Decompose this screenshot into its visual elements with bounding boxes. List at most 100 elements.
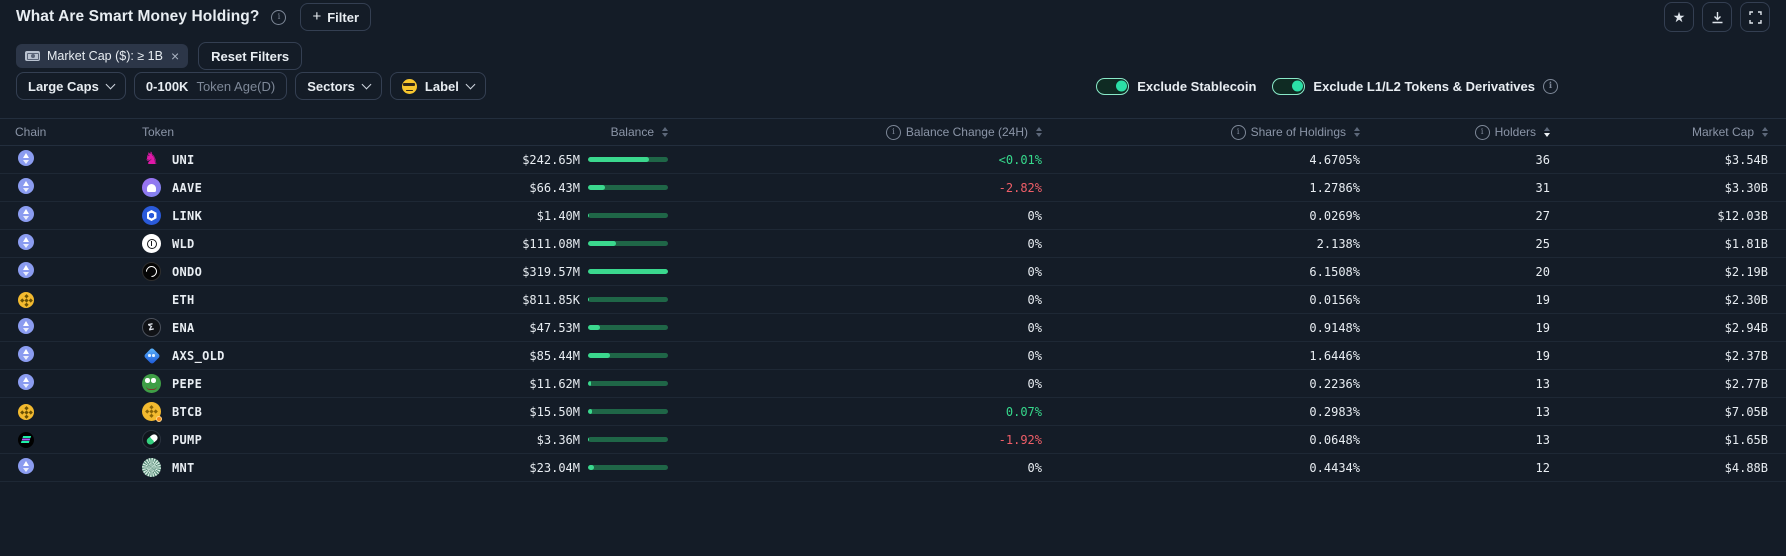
star-icon: ★ [1672,9,1686,25]
ondo-token-icon [142,262,161,281]
table-row[interactable]: WLD $111.08M 0% 2.138% 25 $1.81B [0,230,1786,258]
share-of-holdings-value: 0.4434% [1309,460,1360,475]
holders-value: 25 [1535,236,1550,251]
sort-icon [662,127,668,137]
solana-chain-icon [18,431,34,448]
token-age-value: 0-100K [145,78,189,94]
share-of-holdings-value: 1.6446% [1309,348,1360,363]
column-header-share-of-holdings[interactable]: Share of Holdings [1042,124,1360,140]
table-row[interactable]: ETH $811.85K 0% 0.0156% 19 $2.30B [0,286,1786,314]
holders-value: 27 [1535,208,1550,223]
holders-value: 13 [1535,404,1550,419]
balance-bar [588,241,668,246]
market-cap-segment-dropdown[interactable]: Large Caps [16,72,126,100]
download-button[interactable] [1702,2,1732,32]
holders-value: 12 [1535,460,1550,475]
token-symbol: MNT [172,460,195,475]
balance-bar [588,381,668,386]
market-cap-filter-chip[interactable]: Market Cap ($): ≥ 1B × [16,44,189,68]
balance-value: $811.85K [522,292,580,307]
balance-value: $85.44M [529,348,580,363]
market-cap-value: $7.05B [1724,404,1768,419]
share-of-holdings-value: 0.0269% [1309,208,1360,223]
table-header: Chain Token Balance Balance Change (24H)… [0,118,1786,146]
exclude-l1l2-label: Exclude L1/L2 Tokens & Derivatives [1313,78,1535,94]
filter-button-label: Filter [327,9,360,25]
balance-value: $66.43M [529,180,580,195]
sunglasses-emoji-icon [401,78,417,94]
exclude-stablecoin-toggle[interactable] [1096,77,1130,95]
token-symbol: AAVE [172,180,203,195]
table-row[interactable]: PEPE $11.62M 0% 0.2236% 13 $2.77B [0,370,1786,398]
market-cap-value: $1.65B [1724,432,1768,447]
chevron-down-icon [105,79,116,90]
favorite-button[interactable]: ★ [1664,2,1694,32]
column-header-market-cap[interactable]: Market Cap [1550,125,1768,139]
table-row[interactable]: LINK $1.40M 0% 0.0269% 27 $12.03B [0,202,1786,230]
balance-value: $319.57M [522,264,580,279]
market-cap-value: $2.30B [1724,292,1768,307]
title-info-icon[interactable] [271,9,287,25]
holders-value: 31 [1535,180,1550,195]
worldcoin-token-icon [142,234,161,253]
table-row[interactable]: PUMP $3.36M -1.92% 0.0648% 13 $1.65B [0,426,1786,454]
exclude-stablecoin-label: Exclude Stablecoin [1137,78,1257,94]
balance-bar [588,353,668,358]
fullscreen-button[interactable] [1740,2,1770,32]
balance-value: $1.40M [536,208,580,223]
exclude-l1l2-toggle[interactable] [1272,77,1306,95]
l1l2-info-icon[interactable] [1543,78,1558,94]
header-actions: ★ [1664,2,1770,32]
remove-filter-icon[interactable]: × [170,48,180,64]
holders-info-icon[interactable] [1474,124,1490,140]
table-row[interactable]: AAVE $66.43M -2.82% 1.2786% 31 $3.30B [0,174,1786,202]
table-row[interactable]: MNT $23.04M 0% 0.4434% 12 $4.88B [0,454,1786,482]
table-row[interactable]: ENA $47.53M 0% 0.9148% 19 $2.94B [0,314,1786,342]
column-header-balance-change[interactable]: Balance Change (24H) [668,124,1042,140]
toggle-group: Exclude Stablecoin Exclude L1/L2 Tokens … [1096,77,1558,95]
market-cap-value: $12.03B [1717,208,1768,223]
sectors-dropdown[interactable]: Sectors [295,72,382,100]
ethereum-chain-icon [18,374,34,390]
balance-bar [588,269,668,274]
plus-icon: + [312,8,322,25]
ethereum-chain-icon [18,346,34,362]
token-age-suffix: Token Age(D) [196,78,276,94]
balance-bar [588,185,668,190]
download-icon [1712,11,1722,23]
share-of-holdings-value: 0.0648% [1309,432,1360,447]
controls-row: Large Caps 0-100K Token Age(D) Sectors L… [16,72,1770,100]
column-header-holders[interactable]: Holders [1360,124,1550,140]
reset-filters-button[interactable]: Reset Filters [198,42,303,70]
balance-change-info-icon[interactable] [885,124,901,140]
share-of-holdings-value: 4.6705% [1309,152,1360,167]
share-info-icon[interactable] [1230,124,1246,140]
table-row[interactable]: AXS_OLD $85.44M 0% 1.6446% 19 $2.37B [0,342,1786,370]
token-symbol: PEPE [172,376,203,391]
market-cap-value: $2.19B [1724,264,1768,279]
holders-value: 13 [1535,376,1550,391]
filter-chip-row: Market Cap ($): ≥ 1B × Reset Filters [16,42,303,70]
segment-dropdown-label: Large Caps [28,78,99,94]
column-header-balance[interactable]: Balance [360,125,668,139]
token-age-input[interactable]: 0-100K Token Age(D) [133,72,288,100]
table-row[interactable]: BTCB $15.50M 0.07% 0.2983% 13 $7.05B [0,398,1786,426]
table-row[interactable]: ONDO $319.57M 0% 6.1508% 20 $2.19B [0,258,1786,286]
holders-value: 36 [1535,152,1550,167]
balance-bar [588,409,668,414]
balance-value: $23.04M [529,460,580,475]
table-row[interactable]: UNI $242.65M <0.01% 4.6705% 36 $3.54B [0,146,1786,174]
mantle-token-icon [142,458,161,477]
filter-chip-label: Market Cap ($): ≥ 1B [47,49,163,63]
balance-value: $242.65M [522,152,580,167]
sort-icon [1762,127,1768,137]
holders-value: 19 [1535,348,1550,363]
balance-value: $11.62M [529,376,580,391]
token-symbol: WLD [172,236,195,251]
ethereum-chain-icon [18,178,34,194]
token-symbol: ETH [172,292,195,307]
label-dropdown[interactable]: Label [389,72,486,100]
add-filter-button[interactable]: + Filter [300,3,372,31]
share-of-holdings-value: 0.0156% [1309,292,1360,307]
share-of-holdings-value: 0.2236% [1309,376,1360,391]
